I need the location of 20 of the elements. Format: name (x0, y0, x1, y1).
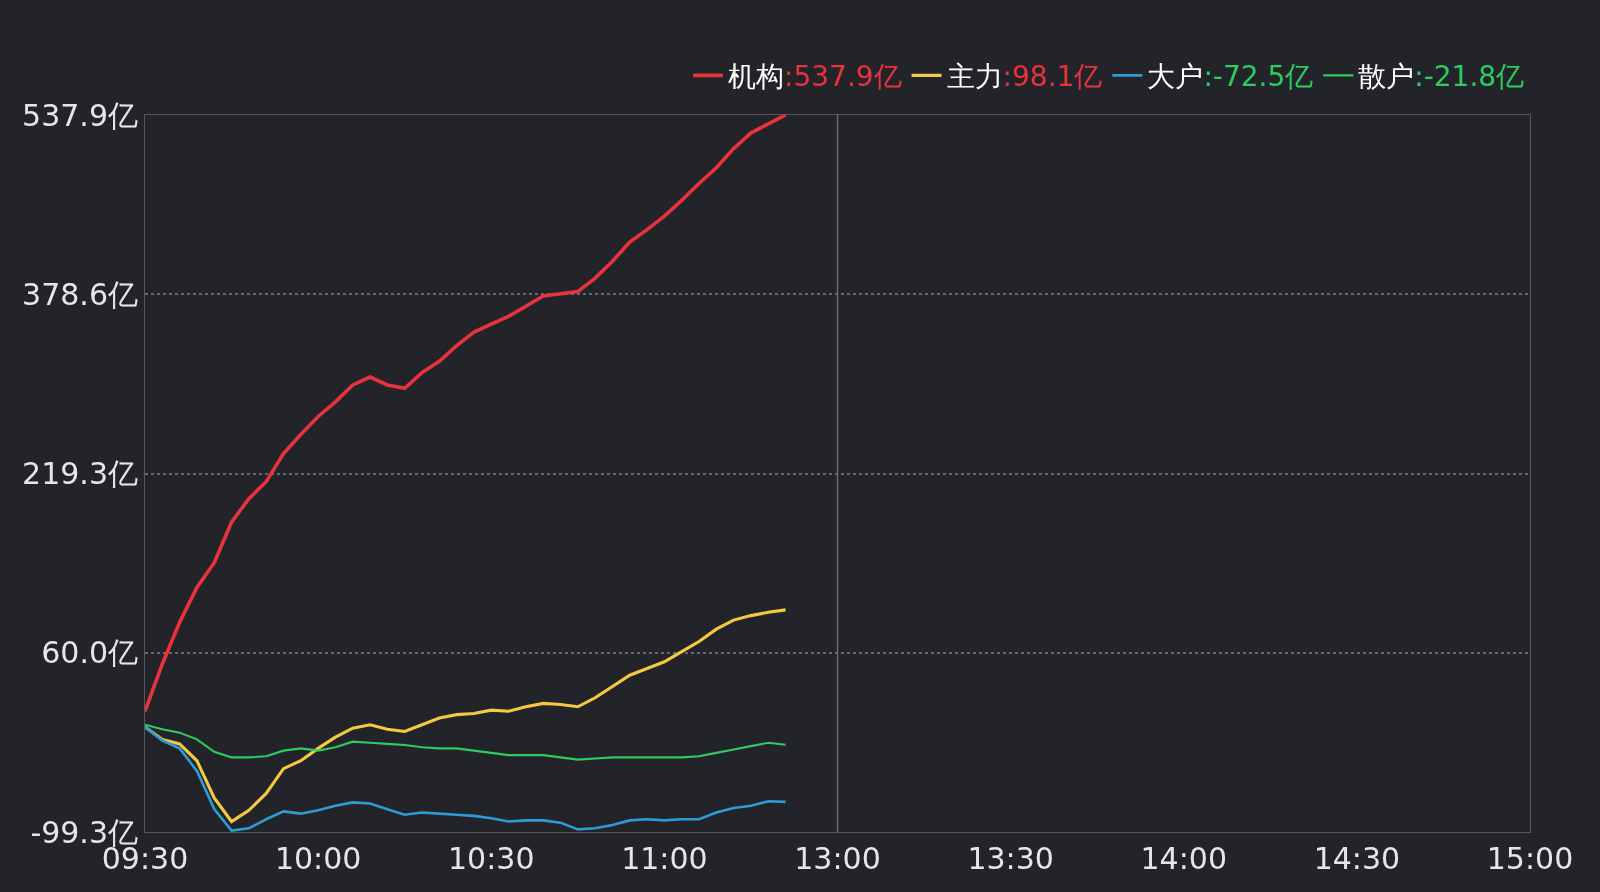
line-series (145, 723, 787, 761)
y-tick-label: 378.6亿 (22, 276, 138, 312)
y-tick-label: 537.9亿 (22, 97, 138, 133)
x-tick-label: 15:00 (1486, 841, 1574, 876)
y-tick-label: 60.0亿 (41, 635, 138, 671)
x-tick-label: 13:30 (967, 841, 1054, 876)
legend-label: 机构:537.9亿 (728, 60, 902, 94)
legend-label: 大户:-72.5亿 (1147, 60, 1314, 94)
x-tick-label: 11:00 (621, 841, 708, 876)
line-series (145, 115, 788, 714)
legend-label: 散户:-21.8亿 (1358, 60, 1525, 94)
x-tick-label: 10:30 (448, 841, 535, 876)
line-series (145, 608, 788, 824)
x-tick-label: 14:00 (1140, 841, 1227, 876)
y-tick-label: 219.3亿 (22, 456, 138, 491)
x-tick-label: 13:00 (794, 841, 881, 876)
line-series (145, 725, 787, 832)
x-tick-label: 10:00 (274, 841, 362, 876)
x-tick-label: 14:30 (1313, 841, 1401, 876)
legend-label: 主力:98.1亿 (946, 60, 1103, 94)
